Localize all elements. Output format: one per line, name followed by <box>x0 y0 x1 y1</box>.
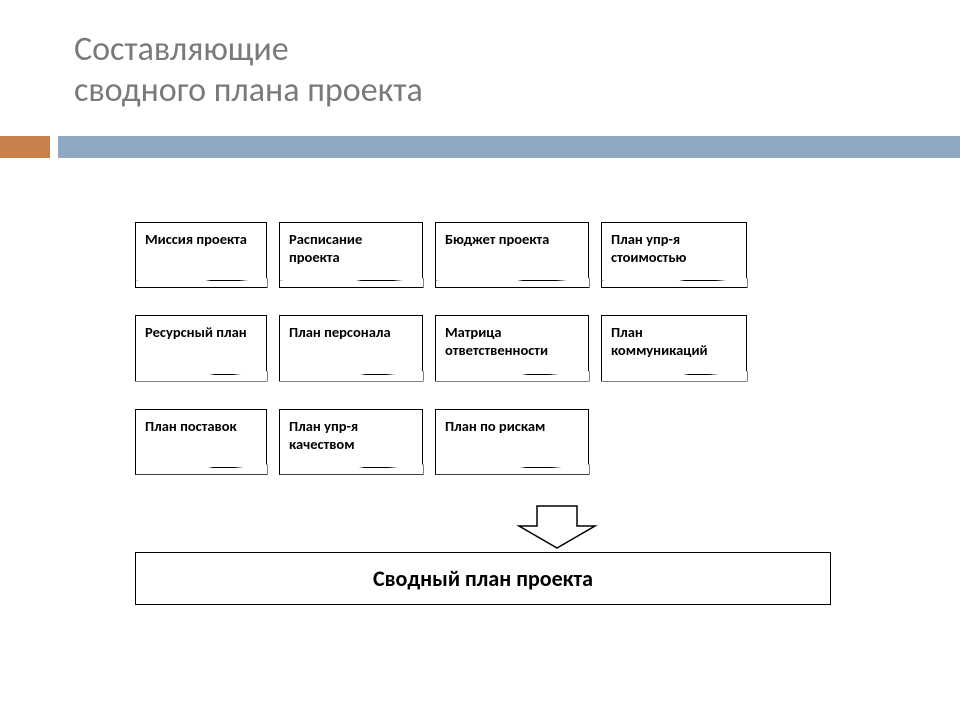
note-label: План упр-я качеством <box>289 417 358 453</box>
diagram-row-1: Миссия проекта Расписание проекта Бюджет… <box>135 222 835 281</box>
note-label: Миссия проекта <box>145 230 247 248</box>
note-label: План по рискам <box>445 417 545 435</box>
note-label: План упр-я стоимостью <box>611 230 686 266</box>
slide-title: Составляющие сводного плана проекта <box>74 30 960 112</box>
note-label: Расписание проекта <box>289 230 362 266</box>
note-label: План персонала <box>289 323 391 341</box>
note-box: Матрица ответственности <box>435 315 589 374</box>
note-box: Расписание проекта <box>279 222 423 281</box>
note-box: План упр-я стоимостью <box>601 222 747 281</box>
diagram-row-3: План поставок План упр-я качеством План … <box>135 409 835 468</box>
note-box: План коммуникаций <box>601 315 747 374</box>
arrow-down-icon <box>515 504 599 550</box>
divider-accent-right <box>58 136 960 158</box>
note-label: Бюджет проекта <box>445 230 549 248</box>
note-box: План поставок <box>135 409 267 468</box>
result-box: Сводный план проекта <box>135 552 831 605</box>
title-line-2: сводного плана проекта <box>74 70 423 111</box>
note-label: План коммуникаций <box>611 323 708 359</box>
slide-title-area: Составляющие сводного плана проекта <box>0 0 960 112</box>
result-label: Сводный план проекта <box>373 565 593 592</box>
diagram-area: Миссия проекта Расписание проекта Бюджет… <box>135 222 835 502</box>
divider-bar <box>0 136 960 158</box>
note-box: Ресурсный план <box>135 315 267 374</box>
note-box: План по рискам <box>435 409 589 468</box>
note-label: План поставок <box>145 417 237 435</box>
note-box: План персонала <box>279 315 423 374</box>
diagram-row-2: Ресурсный план План персонала Матрица от… <box>135 315 835 374</box>
note-box: Миссия проекта <box>135 222 267 281</box>
divider-gap <box>50 136 58 158</box>
divider-accent-left <box>0 136 50 158</box>
note-box: План упр-я качеством <box>279 409 423 468</box>
note-box: Бюджет проекта <box>435 222 589 281</box>
note-label: Матрица ответственности <box>445 323 548 359</box>
title-line-1: Составляющие <box>74 29 289 70</box>
note-label: Ресурсный план <box>145 323 247 341</box>
